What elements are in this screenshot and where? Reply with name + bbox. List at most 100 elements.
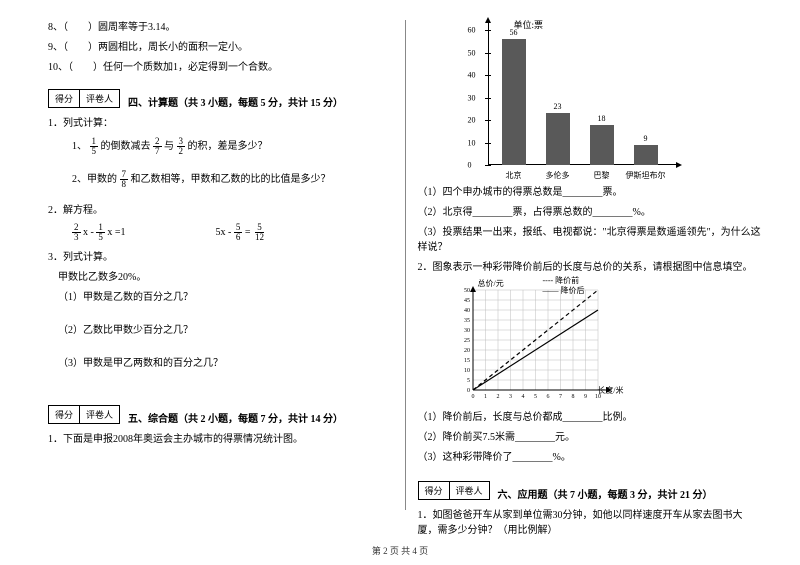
- svg-text:35: 35: [464, 318, 470, 324]
- txt: 与: [164, 141, 174, 152]
- x-label: 长度/米: [597, 385, 623, 396]
- s4-1-1: 1、 15 的倒数减去 27 与 32 的积，差是多少？: [48, 137, 393, 156]
- svg-text:2: 2: [496, 394, 499, 400]
- frac-1-5: 15: [90, 137, 99, 156]
- bar: [546, 113, 570, 165]
- svg-text:30: 30: [464, 328, 470, 334]
- legend-b: —— 降价后: [543, 286, 585, 296]
- svg-text:7: 7: [559, 394, 562, 400]
- line-chart-svg: 00152103154205256307358409451050: [448, 280, 618, 410]
- s6-1: 1．如图爸爸开车从家到单位需30分钟，如他以同样速度开车从家去图书大厦，需多少分…: [418, 508, 763, 538]
- s4-1: 1．列式计算：: [48, 116, 393, 131]
- bar-category: 巴黎: [582, 170, 622, 181]
- s4-2: 2．解方程。: [48, 203, 393, 218]
- bar-category: 北京: [494, 170, 534, 181]
- left-column: 8、（ ）圆周率等于3.14。 9、（ ）两圆相比，周长小的面积一定小。 10、…: [40, 20, 401, 520]
- score-box-sec4: 得分 评卷人: [48, 89, 120, 108]
- y-tick-label: 10: [468, 138, 476, 147]
- bar: [634, 145, 658, 165]
- right-column: 单位:票 010203040506056北京23多伦多18巴黎9伊斯坦布尔 （1…: [410, 20, 771, 520]
- bar: [590, 125, 614, 166]
- svg-text:10: 10: [464, 368, 470, 374]
- y-tick-label: 60: [468, 26, 476, 35]
- y-tick-label: 40: [468, 71, 476, 80]
- svg-text:0: 0: [471, 394, 474, 400]
- section4-title: 四、计算题（共 3 小题，每题 5 分，共计 15 分）: [128, 96, 393, 111]
- svg-text:0: 0: [467, 388, 470, 394]
- y-tick-label: 50: [468, 48, 476, 57]
- y-tick-label: 30: [468, 93, 476, 102]
- y-arrow: [485, 17, 491, 23]
- r3: （3）投票结果一出来，报纸、电视都说："北京得票是数遥遥领先"，为什么这样说？: [418, 225, 763, 255]
- score-box-sec6: 得分 评卷人: [418, 481, 490, 500]
- svg-text:40: 40: [464, 308, 470, 314]
- s4-3-3: （3）甲数是甲乙两数和的百分之几？: [48, 356, 393, 371]
- svg-text:3: 3: [509, 394, 512, 400]
- legend-a: ---- 降价前: [543, 276, 585, 286]
- svg-text:15: 15: [464, 358, 470, 364]
- y-tick-label: 0: [468, 161, 472, 170]
- section5-title: 五、综合题（共 2 小题，每题 7 分，共计 14 分）: [128, 412, 393, 427]
- txt: 和乙数相等，甲数和乙数的比的比值是多少？: [131, 174, 331, 185]
- score-label: 得分: [419, 482, 450, 499]
- r1: （1）四个申办城市的得票总数是________票。: [418, 185, 763, 200]
- q8: 8、（ ）圆周率等于3.14。: [48, 20, 393, 35]
- txt: 的倒数减去: [101, 141, 151, 152]
- svg-text:6: 6: [546, 394, 549, 400]
- s4-3-a: 甲数比乙数多20%。: [48, 270, 393, 285]
- q10: 10、（ ）任何一个质数加1，必定得到一个合数。: [48, 60, 393, 75]
- bar-value: 23: [546, 102, 570, 111]
- svg-text:9: 9: [584, 394, 587, 400]
- r-l2: （2）降价前买7.5米需________元。: [418, 430, 763, 445]
- svg-text:5: 5: [467, 378, 470, 384]
- grader-label: 评卷人: [80, 90, 119, 107]
- line-chart: 00152103154205256307358409451050 总价/元 长度…: [448, 280, 618, 410]
- legend: ---- 降价前 —— 降价后: [543, 276, 585, 295]
- svg-text:25: 25: [464, 338, 470, 344]
- s5-2: 2．图象表示一种彩带降价前后的长度与总价的关系，请根据图中信息填空。: [418, 260, 763, 275]
- svg-text:4: 4: [521, 394, 524, 400]
- grader-label: 评卷人: [80, 406, 119, 423]
- svg-text:5: 5: [534, 394, 537, 400]
- svg-text:8: 8: [571, 394, 574, 400]
- r-l3: （3）这种彩带降价了________%。: [418, 450, 763, 465]
- s4-3: 3．列式计算。: [48, 250, 393, 265]
- s4-3-1: （1）甲数是乙数的百分之几？: [48, 290, 393, 305]
- svg-text:1: 1: [484, 394, 487, 400]
- eq1: 23 x - 15 x =1: [72, 223, 125, 242]
- y-tick-label: 20: [468, 116, 476, 125]
- s4-3-2: （2）乙数比甲数少百分之几？: [48, 323, 393, 338]
- svg-text:20: 20: [464, 348, 470, 354]
- s4-2-equations: 23 x - 15 x =1 5x - 56 = 512: [72, 223, 393, 242]
- grader-label: 评卷人: [450, 482, 489, 499]
- svg-text:45: 45: [464, 298, 470, 304]
- bar-value: 56: [502, 28, 526, 37]
- section6-title: 六、应用题（共 7 小题，每题 3 分，共计 21 分）: [498, 488, 763, 503]
- frac-2-7: 27: [153, 137, 162, 156]
- eq2: 5x - 56 = 512: [215, 223, 265, 242]
- bar-value: 9: [634, 134, 658, 143]
- q9: 9、（ ）两圆相比，周长小的面积一定小。: [48, 40, 393, 55]
- page-footer: 第 2 页 共 4 页: [0, 544, 800, 557]
- bar-value: 18: [590, 114, 614, 123]
- svg-text:50: 50: [464, 288, 470, 294]
- y-label: 总价/元: [478, 278, 504, 289]
- score-label: 得分: [49, 90, 80, 107]
- score-box-sec5: 得分 评卷人: [48, 405, 120, 424]
- score-label: 得分: [49, 406, 80, 423]
- s4-1-2: 2、甲数的 78 和乙数相等，甲数和乙数的比的比值是多少？: [48, 170, 393, 189]
- frac-3-2: 32: [177, 137, 186, 156]
- r-l1: （1）降价前后，长度与总价都成________比例。: [418, 410, 763, 425]
- bar-chart: 单位:票 010203040506056北京23多伦多18巴黎9伊斯坦布尔: [458, 20, 688, 185]
- bar-category: 伊斯坦布尔: [626, 170, 666, 181]
- bar-category: 多伦多: [538, 170, 578, 181]
- txt: 的积，差是多少？: [188, 141, 268, 152]
- txt: 2、甲数的: [72, 174, 117, 185]
- txt: 1、: [72, 141, 87, 152]
- column-divider: [405, 20, 406, 510]
- bar: [502, 39, 526, 165]
- s5-1: 1．下面是申报2008年奥运会主办城市的得票情况统计图。: [48, 432, 393, 447]
- x-arrow: [676, 162, 682, 168]
- r2: （2）北京得________票，占得票总数的________%。: [418, 205, 763, 220]
- frac-7-8: 78: [120, 170, 129, 189]
